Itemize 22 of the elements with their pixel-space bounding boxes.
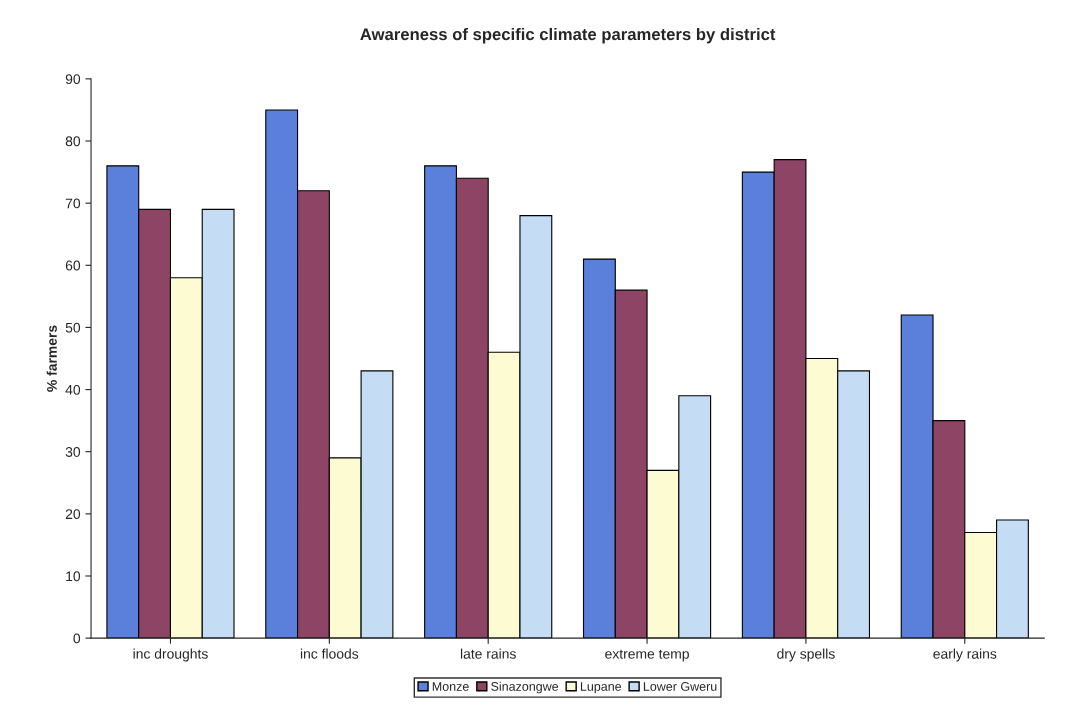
y-tick-label: 0	[73, 633, 81, 644]
y-tick-label: 50	[65, 322, 81, 333]
chart-title: Awareness of specific climate parameters by district	[360, 27, 776, 44]
y-axis-title: % farmers	[46, 325, 57, 392]
y-tick-label: 80	[65, 136, 81, 147]
x-tick-label: late rains	[460, 648, 516, 659]
legend-label: Lupane	[580, 682, 622, 694]
y-tick-label: 70	[65, 198, 81, 209]
y-tick-label: 40	[65, 384, 81, 395]
x-tick-label: early rains	[933, 648, 997, 662]
legend-label: Monze	[432, 682, 469, 691]
legend-label: Sinazongwe	[491, 681, 559, 694]
x-tick-label: inc floods	[300, 648, 359, 659]
y-tick-label: 30	[65, 447, 81, 457]
y-tick-label: 10	[66, 571, 81, 582]
x-tick-label: inc droughts	[133, 648, 208, 662]
legend-label: Lower Gweru	[643, 682, 717, 691]
y-tick-label: 90	[65, 74, 81, 85]
y-tick-label: 60	[65, 260, 81, 271]
x-tick-label: extreme temp	[605, 649, 689, 662]
y-tick-label: 20	[65, 509, 81, 520]
x-tick-label: dry spells	[777, 648, 835, 662]
